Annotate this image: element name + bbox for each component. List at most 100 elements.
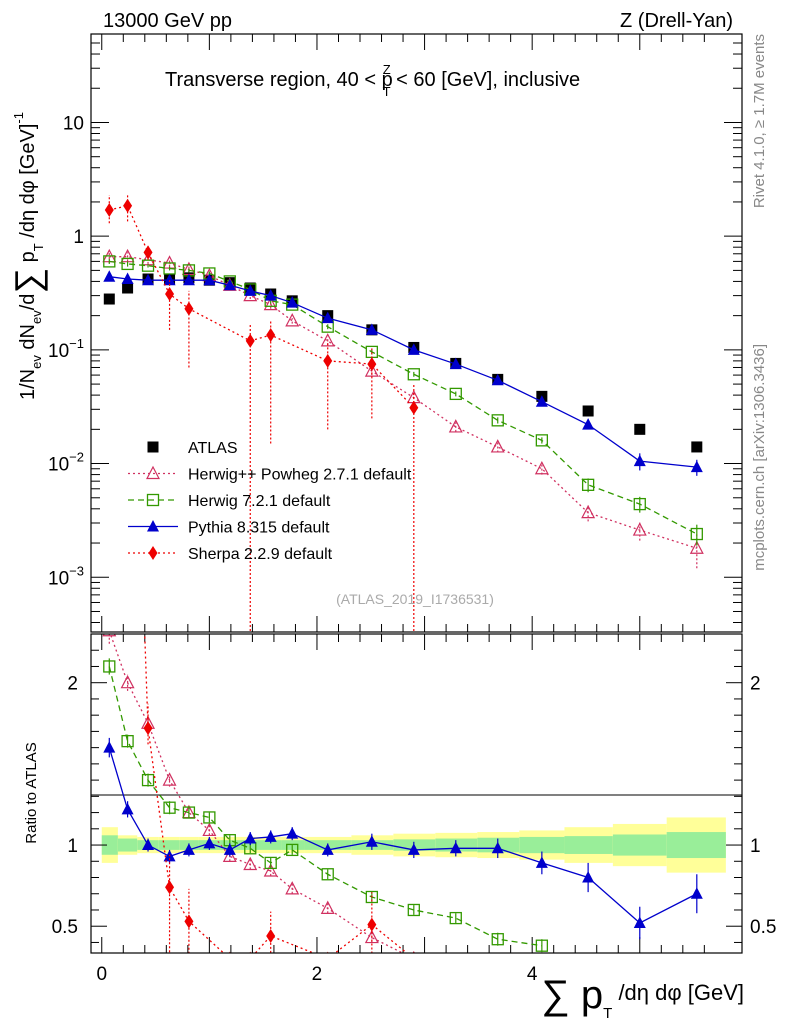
- main-point: [245, 333, 255, 348]
- main-point: [104, 202, 114, 217]
- main-ticks: 10 1 10−1 10−2 10−3: [48, 33, 742, 632]
- ratio-point: [365, 890, 378, 904]
- ratio-point: [266, 928, 276, 943]
- legend-item: Herwig 7.2.1 default: [128, 493, 331, 510]
- x-axis-label: ∑ pT /dη dφ [GeV]: [541, 973, 744, 1022]
- main-point: [264, 289, 277, 301]
- ratio-point: [449, 841, 462, 854]
- ratio-point: [367, 917, 377, 932]
- main-point: [103, 255, 116, 268]
- legend-item: Sherpa 2.2.9 default: [128, 546, 333, 563]
- legend-marker: [147, 441, 159, 453]
- mcplots-label: mcplots.cern.ch [arXiv:1306.3436]: [751, 344, 768, 571]
- main-point: [286, 296, 299, 308]
- ratio-ylabel: Ratio to ATLAS: [23, 742, 40, 843]
- ratio-point: [285, 881, 300, 895]
- ratio-point: [320, 900, 335, 914]
- ratio-point: [223, 843, 236, 855]
- ratio-point: [264, 856, 277, 870]
- legend-marker: [147, 520, 159, 532]
- ratio-point: [535, 856, 548, 868]
- ratio-point: [102, 634, 117, 637]
- main-point: [581, 504, 596, 519]
- band-inner: [564, 836, 613, 854]
- main-point: [203, 273, 216, 286]
- main-point: [633, 454, 646, 467]
- main-point: [365, 323, 378, 335]
- ratio-point: [249, 951, 252, 953]
- main-point: [490, 439, 505, 453]
- main-point: [535, 434, 549, 447]
- ratio-point: [407, 903, 420, 917]
- rivet-label: Rivet 4.1.0, ≥ 1.7M events: [751, 34, 768, 208]
- main-point: [581, 478, 595, 491]
- ratio-point: [228, 951, 231, 953]
- header-right: Z (Drell-Yan): [620, 10, 733, 32]
- main-point: [632, 522, 647, 536]
- legend-item: ATLAS: [147, 440, 238, 457]
- ratio-point: [141, 773, 155, 787]
- ratio-point: [202, 822, 217, 837]
- ratio-point: [491, 841, 504, 854]
- ratio-frame: [90, 633, 743, 954]
- main-point: [263, 296, 278, 311]
- ratio-series-2: [103, 737, 703, 940]
- main-point: [534, 460, 549, 475]
- ratio-ticks: 2 2 1 1 0.5 0.5 0 2 4: [52, 634, 776, 985]
- ratio-series-1: [103, 658, 549, 953]
- ratio-series: [102, 634, 703, 953]
- main-point: [690, 460, 703, 473]
- ratio-y-tick-label-right: 2: [750, 674, 761, 695]
- band-inner: [519, 836, 565, 854]
- ratio-point: [264, 830, 277, 842]
- y-tick-label: 10−1: [48, 336, 84, 362]
- main-point: [407, 343, 420, 355]
- band-inner: [612, 834, 667, 856]
- ratio-y-tick-label: 0.5: [52, 917, 78, 938]
- main-point: [407, 368, 420, 381]
- ratio-point: [412, 950, 415, 953]
- band-inner: [101, 835, 118, 855]
- y-tick-label: 10−2: [48, 450, 84, 476]
- ratio-point: [286, 827, 299, 839]
- main-frame: [90, 33, 743, 633]
- ratio-point: [582, 871, 595, 883]
- main-point: [448, 419, 463, 433]
- ratio-point: [184, 914, 194, 929]
- ratio-point: [143, 721, 153, 736]
- main-point: [103, 293, 115, 305]
- ratio-point: [203, 811, 216, 824]
- legend-marker: [146, 493, 160, 507]
- ratio-point: [103, 741, 116, 753]
- main-point: [689, 540, 704, 554]
- ratio-series-line: [108, 666, 542, 947]
- ratio-point: [286, 843, 299, 857]
- main-point: [634, 423, 646, 435]
- ratio-y-tick-label-right: 0.5: [750, 917, 776, 938]
- y-tick-label: 10: [63, 113, 84, 134]
- main-point: [143, 245, 153, 260]
- ratio-y-tick-label: 1: [67, 836, 78, 857]
- ratio-point: [321, 868, 334, 881]
- main-point: [449, 357, 462, 370]
- ratio-panel: 2 2 1 1 0.5 0.5 0 2 4 Ratio to ATLAS ∑ pT /dη dφ…: [23, 633, 776, 1022]
- main-point: [691, 441, 703, 453]
- ratio-point: [120, 674, 135, 689]
- main-point: [690, 527, 703, 541]
- main-point: [409, 400, 419, 415]
- ratio-point: [364, 929, 379, 944]
- ratio-point: [243, 856, 258, 871]
- main-point: [582, 405, 594, 417]
- main-ylabel: 1/Nev dNev/d∑ pT /dη dφ [GeV]-1: [7, 112, 48, 400]
- ratio-point: [263, 863, 278, 877]
- legend-item: Herwig++ Powheg 2.7.1 default: [128, 465, 412, 484]
- main-point: [364, 363, 379, 377]
- ratio-point: [163, 801, 176, 814]
- ratio-point: [121, 802, 134, 815]
- main-series-line: [109, 276, 697, 468]
- legend-label: Sherpa 2.2.9 default: [188, 546, 333, 563]
- legend-label: Herwig++ Powheg 2.7.1 default: [188, 467, 412, 484]
- main-point: [223, 278, 236, 291]
- ratio-point: [690, 887, 703, 899]
